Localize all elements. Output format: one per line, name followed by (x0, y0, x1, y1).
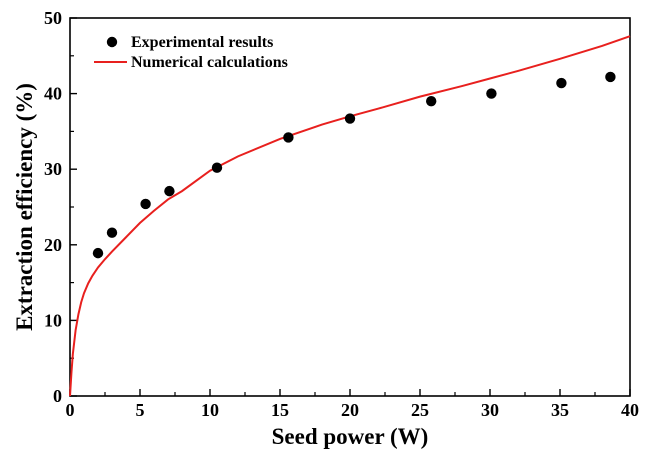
data-point-experimental (92, 247, 104, 259)
x-axis-ticks: 0 5 10 15 20 25 30 35 40 (66, 389, 639, 420)
x-tick-label: 15 (271, 400, 289, 420)
x-tick-label: 0 (66, 400, 75, 420)
y-tick-label: 10 (44, 310, 62, 330)
x-tick-label: 40 (621, 400, 639, 420)
x-tick-label: 5 (136, 400, 145, 420)
x-tick-label: 25 (411, 400, 429, 420)
legend: Experimental results Numerical calculatio… (94, 34, 288, 71)
axes (69, 17, 631, 397)
y-tick-label: 30 (44, 159, 62, 179)
data-point-experimental (556, 77, 567, 89)
y-axis-title: Extraction efficiency (%) (12, 83, 37, 331)
legend-label-numerical: Numerical calculations (131, 54, 288, 71)
y-axis-ticks: 0 10 20 30 40 50 (44, 8, 77, 406)
x-tick-label: 20 (341, 400, 359, 420)
legend-label-experimental: Experimental results (131, 34, 273, 51)
data-point-experimental (486, 88, 497, 99)
data-point-experimental (106, 227, 118, 238)
x-tick-label: 30 (481, 400, 499, 420)
y-tick-label: 40 (44, 84, 62, 104)
series-line-numerical-calculations (69, 35, 631, 397)
y-tick-label: 20 (44, 235, 62, 255)
x-tick-label: 10 (201, 400, 219, 420)
series-group (69, 35, 631, 397)
data-point-experimental (426, 95, 437, 107)
y-tick-label: 0 (53, 386, 62, 406)
data-point-experimental (344, 113, 356, 124)
data-point-experimental (140, 198, 151, 210)
data-point-experimental (283, 132, 294, 143)
data-point-experimental (605, 71, 616, 83)
x-tick-label: 35 (551, 400, 569, 420)
data-point-experimental (164, 185, 175, 197)
plot-frame (69, 17, 631, 397)
data-point-experimental (211, 162, 223, 173)
legend-marker-experimental (106, 36, 118, 48)
y-tick-label: 50 (44, 8, 62, 28)
x-axis-title: Seed power (W) (272, 424, 429, 449)
